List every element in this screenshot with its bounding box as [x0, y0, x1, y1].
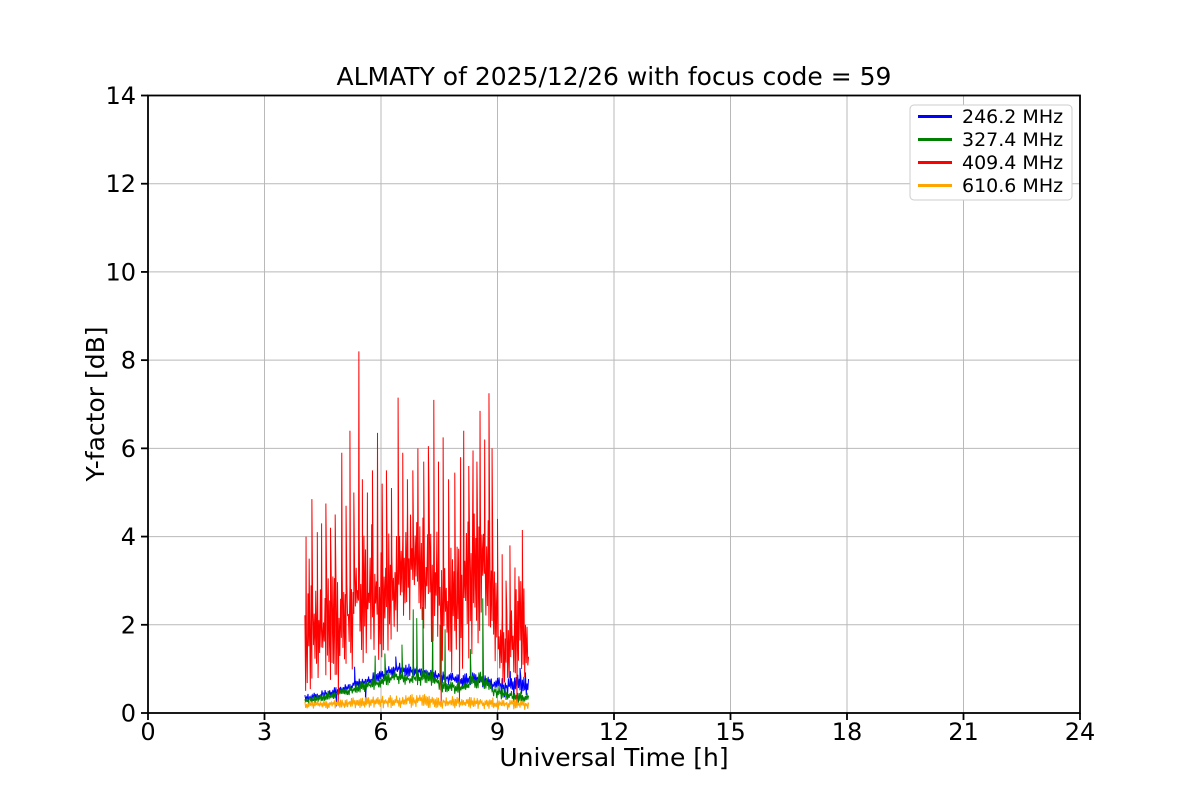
- y-tick-label: 10: [105, 258, 136, 286]
- x-tick-label: 12: [599, 718, 630, 746]
- series-layer: [304, 351, 530, 710]
- x-tick-label: 6: [373, 718, 388, 746]
- x-tick-label: 21: [948, 718, 979, 746]
- chart-title: ALMATY of 2025/12/26 with focus code = 5…: [337, 62, 892, 91]
- y-tick-label: 0: [121, 700, 136, 728]
- legend-box: [909, 104, 1073, 201]
- y-tick-label: 4: [121, 523, 136, 551]
- series-line-610.6-MHz: [304, 694, 530, 710]
- x-axis-label: Universal Time [h]: [499, 743, 728, 772]
- x-tick-label: 24: [1065, 718, 1096, 746]
- y-tick-label: 2: [121, 611, 136, 639]
- text-layer: ALMATY of 2025/12/26 with focus code = 5…: [81, 62, 891, 772]
- y-axis-label: Y-factor [dB]: [81, 326, 110, 482]
- series-line-409.4-MHz: [304, 351, 530, 707]
- y-tick-label: 14: [105, 82, 136, 110]
- legend-item: 327.4 MHz: [918, 129, 1063, 151]
- x-tick-label: 18: [832, 718, 863, 746]
- legend: 246.2 MHz 327.4 MHz 409.4 MHz 610.6 MHz: [909, 104, 1073, 201]
- y-tick-label: 12: [105, 170, 136, 198]
- x-tick-label: 0: [140, 718, 155, 746]
- x-tick-label: 9: [490, 718, 505, 746]
- legend-label: 246.2 MHz: [962, 106, 1063, 128]
- y-tick-label: 8: [121, 347, 136, 375]
- legend-item: 610.6 MHz: [918, 175, 1063, 197]
- legend-item: 246.2 MHz: [918, 106, 1063, 128]
- legend-item: 409.4 MHz: [918, 152, 1063, 174]
- y-tick-label: 6: [121, 435, 136, 463]
- series-line-327.4-MHz: [304, 598, 530, 705]
- legend-label: 610.6 MHz: [962, 175, 1063, 197]
- x-tick-label: 3: [257, 718, 272, 746]
- legend-label: 409.4 MHz: [962, 152, 1063, 174]
- legend-label: 327.4 MHz: [962, 129, 1063, 151]
- x-tick-label: 15: [715, 718, 746, 746]
